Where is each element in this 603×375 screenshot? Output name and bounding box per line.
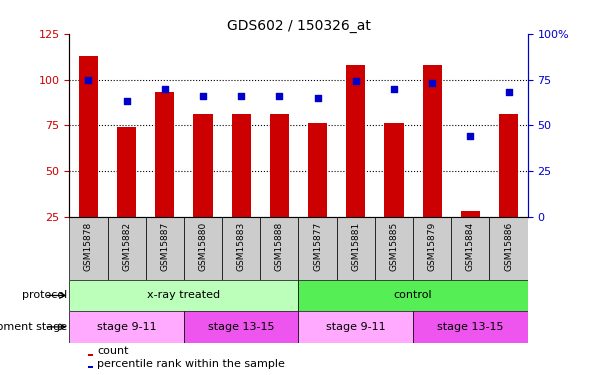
Bar [298, 217, 336, 280]
Text: GSM15878: GSM15878 [84, 222, 93, 271]
Bar [69, 280, 298, 311]
Bar [346, 65, 365, 217]
Point [351, 78, 361, 84]
Point [466, 133, 475, 139]
Bar [298, 311, 413, 343]
Title: GDS602 / 150326_at: GDS602 / 150326_at [227, 19, 370, 33]
Point [198, 93, 208, 99]
Text: x-ray treated: x-ray treated [147, 291, 221, 300]
Point [389, 86, 399, 92]
Bar [79, 56, 98, 217]
Text: GSM15884: GSM15884 [466, 222, 475, 271]
Text: stage 13-15: stage 13-15 [437, 322, 504, 332]
Text: GSM15885: GSM15885 [390, 222, 399, 271]
Text: GSM15879: GSM15879 [428, 222, 437, 271]
Bar [413, 311, 528, 343]
Point [274, 93, 284, 99]
Bar [308, 123, 327, 217]
Bar [194, 114, 212, 217]
Text: GSM15888: GSM15888 [275, 222, 284, 271]
Text: GSM15881: GSM15881 [352, 222, 360, 271]
Point [84, 76, 93, 82]
Point [160, 86, 169, 92]
Text: control: control [394, 291, 432, 300]
Text: stage 9-11: stage 9-11 [97, 322, 156, 332]
Bar [107, 217, 146, 280]
Point [236, 93, 246, 99]
Point [313, 95, 323, 101]
Bar [184, 311, 298, 343]
Bar [117, 127, 136, 217]
Bar [270, 114, 289, 217]
Text: GSM15883: GSM15883 [237, 222, 245, 271]
Text: stage 13-15: stage 13-15 [208, 322, 274, 332]
Bar [69, 311, 184, 343]
Bar [490, 217, 528, 280]
Bar [298, 280, 528, 311]
Point [428, 80, 437, 86]
Bar [87, 366, 93, 368]
Text: protocol: protocol [22, 291, 67, 300]
Text: GSM15877: GSM15877 [313, 222, 322, 271]
Text: development stage: development stage [0, 322, 67, 332]
Bar [413, 217, 451, 280]
Text: count: count [98, 346, 129, 355]
Bar [461, 211, 480, 217]
Text: GSM15880: GSM15880 [198, 222, 207, 271]
Bar [423, 65, 441, 217]
Bar [232, 114, 251, 217]
Bar [87, 354, 93, 356]
Bar [260, 217, 298, 280]
Bar [385, 123, 403, 217]
Text: percentile rank within the sample: percentile rank within the sample [98, 358, 285, 369]
Text: GSM15886: GSM15886 [504, 222, 513, 271]
Text: GSM15882: GSM15882 [122, 222, 131, 271]
Text: stage 9-11: stage 9-11 [326, 322, 385, 332]
Bar [69, 217, 107, 280]
Text: GSM15887: GSM15887 [160, 222, 169, 271]
Bar [222, 217, 260, 280]
Bar [155, 92, 174, 217]
Bar [336, 217, 375, 280]
Point [504, 89, 513, 95]
Bar [146, 217, 184, 280]
Bar [184, 217, 222, 280]
Bar [451, 217, 490, 280]
Bar [499, 114, 518, 217]
Point [122, 99, 131, 105]
Bar [375, 217, 413, 280]
